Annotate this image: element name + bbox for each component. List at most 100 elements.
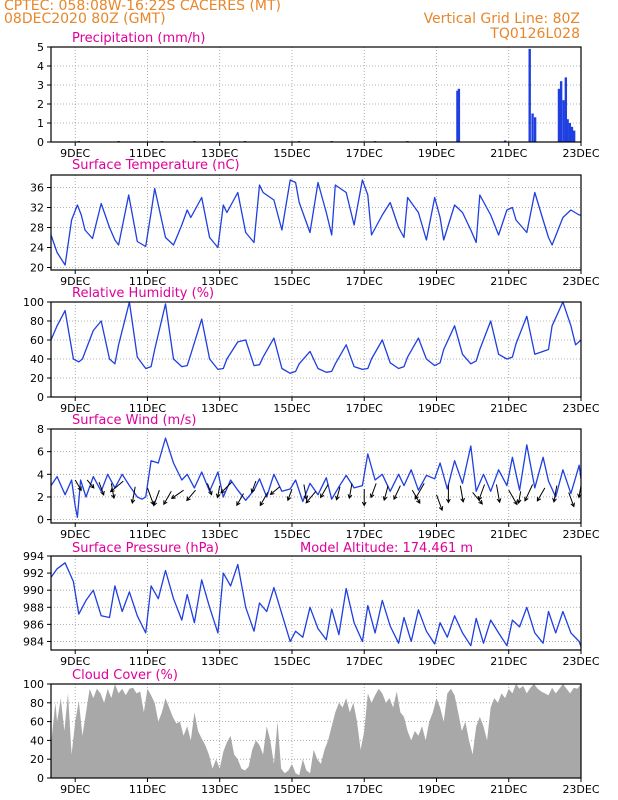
y-tick-label: 988: [23, 601, 44, 614]
y-tick-label: 60: [30, 334, 44, 347]
y-tick-label: 994: [23, 550, 44, 563]
y-tick-label: 5: [37, 41, 44, 54]
x-tick-label: 23DEC: [562, 402, 599, 415]
wind-arrow: [286, 488, 293, 502]
x-tick-label: 15DEC: [273, 528, 310, 541]
y-tick-label: 0: [37, 514, 44, 527]
header-station: CPTEC: 058:08W-16:22S CACERES (MT): [4, 0, 282, 14]
y-tick-label: 0: [37, 772, 44, 785]
wind-arrow: [361, 489, 367, 507]
panel-frame: [50, 683, 582, 779]
y-tick-label: 20: [30, 262, 44, 275]
wind-arrow: [259, 492, 269, 507]
wind-arrow: [109, 480, 124, 493]
wind-arrow: [536, 487, 546, 502]
x-tick-label: 15DEC: [273, 275, 310, 288]
x-tick-label: 23DEC: [562, 783, 599, 796]
y-tick-label: 20: [30, 753, 44, 766]
wind-arrow: [269, 486, 281, 496]
x-tick-label: 11DEC: [129, 528, 166, 541]
y-tick-label: 3: [37, 79, 44, 92]
wind-arrow: [74, 479, 82, 492]
x-tick-label: 17DEC: [346, 655, 383, 668]
wind-arrow: [414, 483, 425, 500]
precip-bar: [570, 126, 574, 142]
y-tick-label: 992: [23, 567, 44, 580]
panel-title: Relative Humidity (%): [72, 286, 214, 301]
precip-bar: [572, 130, 576, 142]
y-tick-label: 4: [37, 468, 44, 481]
wind-arrow: [236, 493, 244, 507]
wind-arrow: [472, 492, 483, 505]
y-tick-label: 990: [23, 584, 44, 597]
precip-bar: [557, 88, 561, 142]
y-tick-label: 80: [30, 315, 44, 328]
wind-arrow: [516, 491, 522, 505]
wind-arrow: [508, 489, 518, 506]
x-tick-label: 17DEC: [346, 147, 383, 160]
panel-temp: 20 24 28 32 36 9DEC 11DEC 13DEC 15DEC 17DEC 19DEC 2…: [30, 158, 600, 288]
precip-bar: [531, 113, 534, 142]
wind-arrow: [335, 486, 341, 501]
x-tick-label: 19DEC: [418, 275, 455, 288]
model-altitude-label: Model Altitude: 174.461 m: [300, 541, 473, 556]
x-tick-label: 23DEC: [562, 275, 599, 288]
wind-arrow: [369, 483, 377, 499]
wind-arrow: [477, 484, 486, 501]
x-tick-label: 21DEC: [490, 528, 527, 541]
panel-title: Cloud Cover (%): [72, 668, 178, 683]
precip-bar: [503, 140, 507, 142]
wind-arrow: [215, 485, 221, 499]
wind-arrow: [524, 484, 534, 502]
y-tick-label: 100: [23, 296, 44, 309]
x-tick-label: 11DEC: [129, 147, 166, 160]
panel-title: Surface Pressure (hPa): [72, 541, 219, 556]
precip-bar: [564, 77, 568, 142]
y-tick-label: 0: [37, 136, 44, 149]
wind-arrow: [220, 481, 232, 494]
panel-frame: [50, 174, 582, 271]
precip-bar: [533, 117, 537, 142]
panel-wind: 0 2 4 6 8 9DEC 11DEC 13DEC 15DEC 17DEC 19DEC 21DEC 2…: [37, 413, 600, 541]
wind-arrow: [110, 483, 116, 500]
x-tick-label: 13DEC: [201, 783, 238, 796]
y-tick-label: 1: [37, 117, 44, 130]
wind-arrow: [86, 479, 95, 489]
panel-rh: 0 20 40 60 80 100 9DEC 11DEC 13DEC 15DEC 17DEC 19DE…: [23, 286, 600, 415]
x-tick-label: 19DEC: [418, 402, 455, 415]
x-tick-label: 21DEC: [490, 402, 527, 415]
wind-arrow: [250, 480, 257, 494]
wind-arrow: [347, 483, 353, 500]
panel-title: Surface Wind (m/s): [72, 413, 196, 428]
x-tick-label: 13DEC: [201, 528, 238, 541]
x-tick-label: 21DEC: [490, 783, 527, 796]
x-tick-label: 19DEC: [418, 655, 455, 668]
wind-arrow: [305, 490, 317, 504]
wind-arrow: [98, 482, 105, 496]
temp-line: [50, 179, 581, 266]
rh-line: [50, 301, 582, 374]
x-tick-label: 21DEC: [490, 655, 527, 668]
y-tick-label: 984: [23, 635, 44, 648]
y-tick-label: 0: [37, 391, 44, 404]
x-tick-label: 9DEC: [60, 275, 90, 288]
precip-bar: [528, 48, 531, 142]
cloud-cover-area: [51, 684, 581, 778]
y-tick-label: 100: [23, 678, 44, 691]
y-tick-label: 8: [37, 423, 44, 436]
x-tick-label: 15DEC: [273, 402, 310, 415]
y-tick-label: 986: [23, 618, 44, 631]
x-tick-label: 19DEC: [418, 528, 455, 541]
precip-bar: [566, 119, 569, 142]
wind-arrow: [459, 485, 465, 503]
x-tick-label: 13DEC: [201, 275, 238, 288]
y-tick-label: 32: [30, 202, 44, 215]
panel-pressure: 984 986 988 990 992 994 9DEC 11DEC 13DEC 15DEC 17D…: [23, 541, 600, 668]
x-tick-label: 13DEC: [201, 655, 238, 668]
y-tick-label: 2: [37, 98, 44, 111]
panel-title: Surface Temperature (nC): [72, 158, 240, 173]
panel-frame: [50, 555, 582, 651]
x-tick-label: 13DEC: [201, 402, 238, 415]
pressure-line: [50, 562, 582, 647]
